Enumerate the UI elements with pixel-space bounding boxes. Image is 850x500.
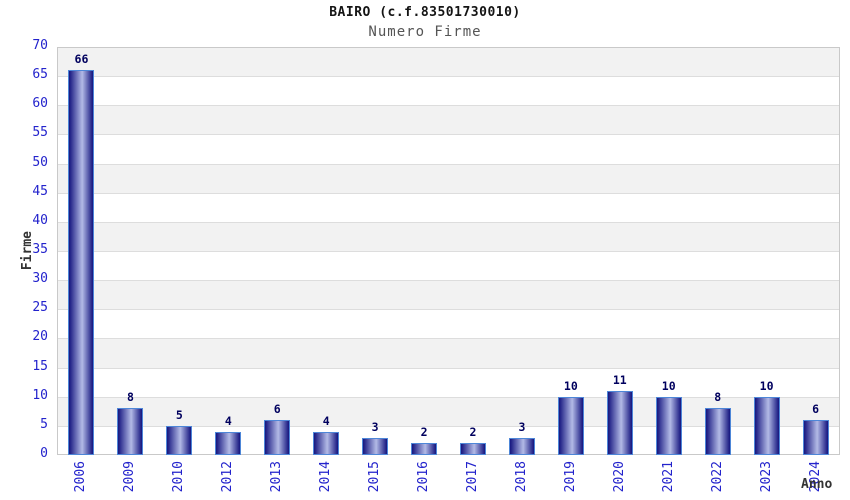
x-tick-label: 2021 — [660, 461, 676, 493]
bar-value-label: 10 — [759, 378, 774, 393]
gridline — [57, 396, 840, 398]
plot-band — [57, 76, 840, 106]
gridline — [57, 425, 840, 427]
y-tick-label: 5 — [40, 416, 48, 432]
bar-value-label: 3 — [518, 419, 526, 434]
bar-value-label: 2 — [469, 425, 477, 440]
bar-value-label: 11 — [612, 372, 627, 387]
bar-value-label: 3 — [371, 419, 379, 434]
gridline — [57, 221, 840, 223]
y-axis-title: Firme — [20, 231, 35, 271]
x-tick-label: 2009 — [122, 461, 138, 493]
y-tick-label: 0 — [40, 446, 48, 461]
y-tick-label: 20 — [32, 329, 48, 345]
bar — [68, 70, 95, 455]
gridline — [57, 105, 840, 107]
plot-band — [57, 163, 840, 193]
bar — [655, 396, 682, 455]
y-tick-label: 45 — [32, 183, 48, 199]
bar — [704, 408, 731, 455]
bar-value-label: 10 — [563, 378, 578, 393]
plot-band — [57, 47, 840, 77]
bar-value-label: 8 — [126, 390, 134, 405]
x-tick-label: 2016 — [416, 461, 432, 493]
bar-value-label: 6 — [273, 402, 281, 417]
plot-band — [57, 134, 840, 164]
plot-band — [57, 105, 840, 135]
bar-value-label: 4 — [224, 413, 232, 428]
bar — [411, 443, 438, 455]
bar — [459, 443, 486, 455]
gridline — [57, 251, 840, 252]
plot-band — [57, 280, 840, 310]
x-tick-label: 2023 — [758, 461, 774, 493]
y-tick-label: 25 — [32, 300, 48, 316]
x-tick-label: 2020 — [611, 461, 627, 493]
bar — [557, 396, 584, 455]
y-tick-label: 30 — [32, 271, 48, 287]
y-tick-label: 15 — [32, 358, 48, 374]
y-tick-label: 10 — [32, 387, 48, 403]
x-tick-label: 2013 — [269, 461, 285, 493]
bar — [508, 437, 535, 455]
y-tick-label: 65 — [32, 67, 48, 83]
y-tick-label: 50 — [32, 154, 48, 170]
plot-band — [57, 338, 840, 368]
chart-title: BAIRO (c.f.83501730010) — [329, 5, 521, 20]
x-tick-label: 2015 — [367, 461, 383, 493]
bar-value-label: 10 — [661, 378, 676, 393]
gridline — [57, 367, 840, 369]
plot-band — [57, 192, 840, 222]
bar — [313, 431, 340, 455]
x-tick-label: 2022 — [709, 461, 725, 493]
x-tick-label: 2019 — [562, 461, 578, 493]
bar — [166, 425, 193, 455]
gridline — [57, 134, 840, 136]
bar — [753, 396, 780, 455]
y-tick-label: 60 — [32, 96, 48, 112]
x-tick-label: 2014 — [318, 461, 334, 493]
bar — [802, 420, 829, 455]
y-tick-label: 35 — [32, 242, 48, 257]
bar — [215, 431, 242, 455]
x-tick-label: 2006 — [73, 461, 89, 493]
x-tick-label: 2018 — [513, 461, 529, 493]
y-tick-label: 70 — [32, 38, 48, 53]
bar-value-label: 4 — [322, 413, 330, 428]
gridline — [57, 163, 840, 165]
gridline — [57, 76, 840, 78]
y-tick-label: 40 — [32, 212, 48, 228]
bar-value-label: 6 — [812, 402, 819, 417]
x-tick-label: 2017 — [464, 461, 480, 493]
plot-band — [57, 309, 840, 339]
plot-band — [57, 221, 840, 251]
bar — [264, 420, 291, 455]
bar-value-label: 8 — [714, 390, 722, 405]
y-tick-label: 55 — [32, 125, 48, 141]
bar-value-label: 2 — [420, 425, 428, 440]
bar-value-label: 5 — [175, 407, 183, 422]
x-axis-title: Anno — [801, 477, 833, 492]
bar-value-label: 66 — [74, 52, 89, 67]
x-tick-label: 2010 — [171, 461, 187, 493]
gridline — [57, 338, 840, 340]
bar — [362, 437, 389, 455]
gridline — [57, 280, 840, 282]
gridline — [57, 47, 840, 48]
bar — [117, 408, 144, 455]
chart-subtitle: Numero Firme — [368, 24, 482, 40]
plot-band — [57, 367, 840, 397]
plot-band — [57, 251, 840, 281]
bar — [606, 390, 633, 455]
gridline — [57, 309, 840, 311]
x-tick-label: 2012 — [220, 461, 236, 493]
gridline — [57, 192, 840, 194]
